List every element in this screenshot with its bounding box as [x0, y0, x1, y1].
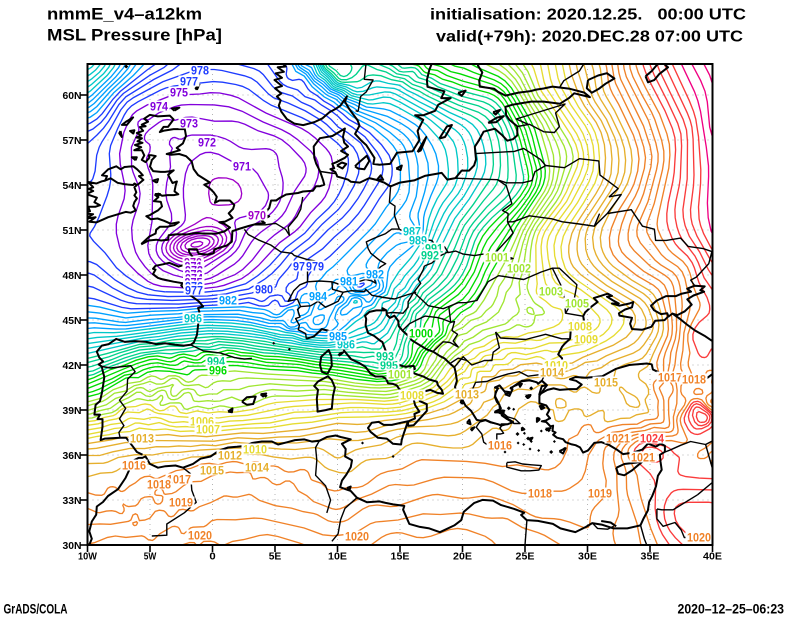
svg-text:1002: 1002 — [507, 261, 531, 275]
svg-text:979: 979 — [306, 259, 324, 273]
svg-text:1013: 1013 — [455, 387, 479, 401]
svg-text:980: 980 — [255, 282, 273, 296]
svg-text:1001: 1001 — [485, 250, 509, 264]
svg-text:974: 974 — [150, 99, 168, 113]
svg-text:5W: 5W — [144, 551, 157, 563]
svg-text:992: 992 — [421, 248, 439, 262]
svg-text:45N: 45N — [63, 315, 82, 327]
svg-text:valid(+79h): 2020.DEC.28 07:00: valid(+79h): 2020.DEC.28 07:00 UTC — [436, 29, 744, 46]
svg-text:989: 989 — [409, 233, 427, 247]
svg-text:1018: 1018 — [528, 486, 552, 500]
svg-text:GrADS/COLA: GrADS/COLA — [4, 601, 68, 617]
svg-text:initialisation: 2020.12.25.: initialisation: 2020.12.25. 00:00 UTC — [430, 7, 746, 24]
svg-text:nmmE_v4–a12km: nmmE_v4–a12km — [47, 6, 202, 24]
svg-text:985: 985 — [329, 329, 347, 343]
svg-text:1018: 1018 — [147, 477, 171, 491]
svg-text:1020: 1020 — [188, 528, 212, 542]
svg-text:1013: 1013 — [130, 431, 154, 445]
svg-text:977: 977 — [180, 74, 198, 88]
svg-text:982: 982 — [219, 293, 237, 307]
svg-text:10E: 10E — [328, 551, 347, 563]
svg-text:970: 970 — [248, 208, 266, 222]
svg-text:1008: 1008 — [568, 319, 592, 333]
svg-text:15E: 15E — [391, 551, 410, 563]
svg-text:1019: 1019 — [169, 495, 193, 509]
svg-text:1009: 1009 — [574, 332, 598, 346]
svg-text:1015: 1015 — [200, 463, 224, 477]
svg-text:1019: 1019 — [588, 486, 612, 500]
svg-text:42N: 42N — [63, 360, 82, 372]
svg-text:1001: 1001 — [388, 367, 412, 381]
svg-text:25E: 25E — [516, 551, 535, 563]
svg-text:984: 984 — [309, 289, 327, 303]
svg-text:20E: 20E — [453, 551, 472, 563]
svg-text:972: 972 — [198, 135, 216, 149]
svg-text:MSL Pressure [hPa]: MSL Pressure [hPa] — [47, 27, 222, 45]
svg-text:986: 986 — [184, 311, 202, 325]
svg-text:1014: 1014 — [540, 365, 564, 379]
svg-text:10W: 10W — [78, 551, 97, 563]
svg-text:51N: 51N — [63, 225, 82, 237]
svg-text:1007: 1007 — [196, 422, 220, 436]
svg-text:1018: 1018 — [682, 372, 706, 386]
svg-text:1015: 1015 — [594, 375, 618, 389]
svg-text:1021: 1021 — [606, 431, 630, 445]
svg-text:1017: 1017 — [658, 370, 682, 384]
svg-text:60N: 60N — [63, 90, 82, 102]
svg-text:996: 996 — [209, 363, 227, 377]
svg-text:0: 0 — [209, 551, 215, 563]
svg-text:1020: 1020 — [345, 529, 369, 543]
svg-text:973: 973 — [180, 116, 198, 130]
svg-text:1016: 1016 — [488, 438, 512, 452]
svg-text:977: 977 — [185, 283, 203, 297]
svg-text:1000: 1000 — [409, 326, 433, 340]
svg-text:35E: 35E — [641, 551, 660, 563]
svg-text:1003: 1003 — [539, 284, 563, 298]
svg-text:1017: 1017 — [167, 472, 191, 486]
svg-text:1024: 1024 — [640, 431, 664, 445]
svg-text:1012: 1012 — [218, 448, 242, 462]
svg-text:1008: 1008 — [400, 388, 424, 402]
svg-text:40E: 40E — [703, 551, 722, 563]
svg-text:48N: 48N — [63, 270, 82, 282]
svg-text:2020–12–25–06:23: 2020–12–25–06:23 — [678, 601, 785, 617]
svg-text:975: 975 — [170, 85, 188, 99]
svg-text:1020: 1020 — [687, 530, 711, 544]
svg-text:1016: 1016 — [122, 458, 146, 472]
svg-text:57N: 57N — [63, 135, 82, 147]
svg-text:30N: 30N — [63, 540, 82, 552]
svg-text:5E: 5E — [269, 551, 282, 563]
svg-text:54N: 54N — [63, 180, 82, 192]
svg-text:1005: 1005 — [565, 296, 589, 310]
svg-text:39N: 39N — [63, 405, 82, 417]
svg-text:1021: 1021 — [631, 450, 655, 464]
svg-text:36N: 36N — [63, 450, 82, 462]
svg-text:971: 971 — [233, 159, 251, 173]
svg-text:981: 981 — [340, 274, 358, 288]
svg-text:30E: 30E — [578, 551, 597, 563]
svg-text:33N: 33N — [63, 495, 82, 507]
svg-text:993: 993 — [376, 349, 394, 363]
svg-text:1014: 1014 — [245, 460, 269, 474]
svg-text:982: 982 — [366, 267, 384, 281]
svg-text:978: 978 — [191, 63, 209, 77]
svg-text:1010: 1010 — [243, 442, 267, 456]
